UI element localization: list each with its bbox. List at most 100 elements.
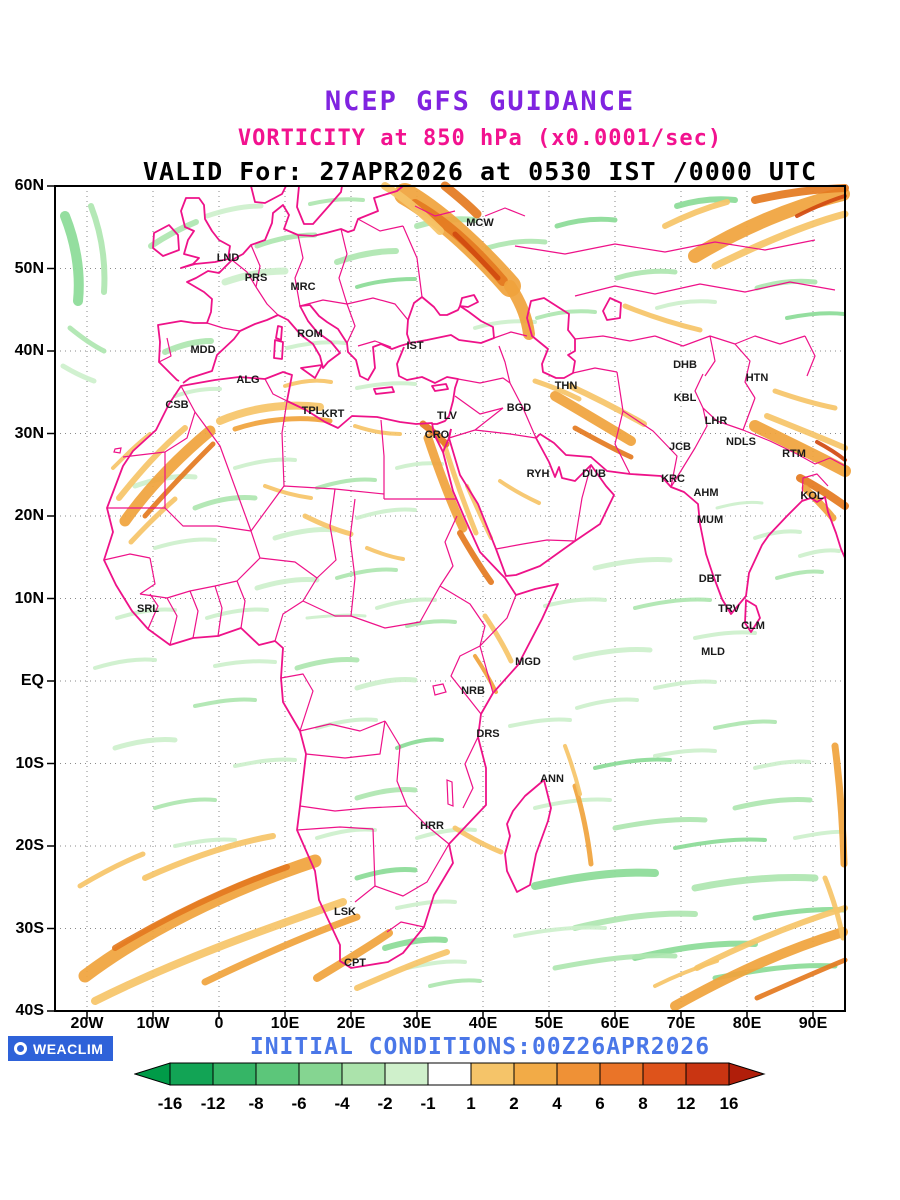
city-label-kbl: KBL — [673, 392, 697, 404]
y-tick-label: 60N — [14, 177, 44, 194]
city-label-thn: THN — [554, 380, 578, 392]
y-tick-label: 10S — [15, 754, 44, 772]
colorbar-segment — [470, 1062, 515, 1086]
x-tick-label: 10W — [136, 1015, 170, 1032]
colorbar: -16 -12 -8 -6 -4 -2 -1 1 2 4 6 8 12 16 — [133, 1062, 766, 1118]
colorbar-arrow — [728, 1062, 766, 1086]
city-label-hrr: HRR — [420, 820, 444, 832]
colorbar-tick-label: 6 — [595, 1094, 605, 1113]
y-tick-label: 30S — [15, 919, 44, 937]
colorbar-segment — [341, 1062, 386, 1086]
city-label-clm: CLM — [741, 620, 765, 632]
colorbar-tick-label: -6 — [291, 1094, 307, 1113]
y-tick-label: 20N — [14, 507, 44, 524]
colorbar-segment — [556, 1062, 601, 1086]
x-tick-label: 20E — [336, 1015, 366, 1032]
city-label-krt: KRT — [321, 408, 345, 420]
city-label-ryh: RYH — [526, 468, 550, 480]
city-label-jcb: JCB — [668, 441, 692, 453]
colorbar-tick-label: 4 — [552, 1094, 562, 1113]
city-label-dub: DUB — [582, 468, 606, 480]
colorbar-segment — [212, 1062, 257, 1086]
colorbar-segment — [384, 1062, 429, 1086]
map-area: MCW LND PRS MRC ROM IST MDD ALG CSB TPL KRT TLV CRO B… — [47, 181, 851, 1019]
colorbar-segment — [642, 1062, 687, 1086]
city-label-mum: MUM — [696, 514, 724, 526]
city-label-mgd: MGD — [515, 656, 541, 668]
city-label-rom: ROM — [297, 328, 323, 340]
city-label-prs: PRS — [244, 272, 268, 284]
y-tick-label: 30N — [14, 424, 44, 442]
colorbar-tick-label: -1 — [420, 1094, 436, 1113]
x-tick-label: 40E — [468, 1015, 498, 1032]
colorbar-tick-label: -4 — [334, 1094, 350, 1113]
y-tick-label: 20S — [15, 837, 44, 854]
colorbar-segment — [298, 1062, 343, 1086]
x-tick-label: 10E — [270, 1015, 300, 1032]
weaclim-label: WEACLIM — [33, 1040, 104, 1057]
city-label-lnd: LND — [216, 252, 240, 264]
city-label-rtm: RTM — [782, 448, 806, 460]
city-label-ist: IST — [406, 340, 424, 352]
city-label-cro: CRO — [424, 429, 450, 441]
city-label-htn: HTN — [745, 372, 769, 384]
city-label-mcw: MCW — [466, 217, 494, 229]
colorbar-tick-label: 2 — [509, 1094, 519, 1113]
model-title: NCEP GFS GUIDANCE — [324, 86, 636, 117]
colorbar-segment — [685, 1062, 730, 1086]
x-tick-label: 0 — [214, 1015, 224, 1032]
city-label-csb: CSB — [165, 399, 189, 411]
y-tick-label: 50N — [14, 259, 44, 277]
city-label-drs: DRS — [476, 728, 500, 740]
field-title: VORTICITY at 850 hPa (x0.0001/sec) — [237, 126, 723, 151]
city-label-nrb: NRB — [461, 685, 485, 697]
city-label-srl: SRL — [137, 603, 159, 615]
colorbar-segment — [513, 1062, 558, 1086]
x-tick-label: 60E — [600, 1015, 630, 1032]
city-label-tlv: TLV — [437, 410, 457, 422]
city-label-ahm: AHM — [693, 487, 719, 499]
y-tick-label: 10N — [14, 589, 44, 607]
x-tick-label: 90E — [798, 1015, 828, 1032]
city-label-mdd: MDD — [190, 344, 216, 356]
city-label-trv: TRV — [718, 603, 740, 615]
colorbar-tick-label: 16 — [719, 1094, 739, 1113]
axis-tick-group — [47, 185, 814, 1019]
y-tick-label: 40S — [15, 1002, 44, 1019]
country-border-group — [103, 205, 846, 933]
colorbar-tick-label: -16 — [157, 1094, 183, 1113]
map-svg — [47, 181, 851, 1019]
x-tick-label: 70E — [666, 1015, 696, 1032]
x-tick-label: 50E — [534, 1015, 564, 1032]
city-label-lhr: LHR — [704, 415, 728, 427]
city-label-mrc: MRC — [290, 281, 316, 293]
city-label-dhb: DHB — [673, 359, 697, 371]
colorbar-tick-label: 1 — [466, 1094, 476, 1113]
city-label-kol: KOL — [800, 490, 824, 502]
weaclim-circle-icon — [14, 1042, 27, 1055]
colorbar-svg — [133, 1062, 766, 1086]
weaclim-logo: WEACLIM — [8, 1036, 114, 1061]
city-label-dbt: DBT — [698, 573, 722, 585]
colorbar-arrow — [133, 1062, 171, 1086]
city-label-krc: KRC — [661, 473, 685, 485]
valid-time-title: VALID For: 27APR2026 at 0530 IST /0000 U… — [142, 157, 818, 186]
y-tick-label: 40N — [14, 342, 44, 359]
colorbar-tick-label: -2 — [377, 1094, 393, 1113]
colorbar-segment — [255, 1062, 300, 1086]
colorbar-segment — [599, 1062, 644, 1086]
y-axis-labels: 60N 50N 40N 30N 20N 10N EQ 10S 20S 30S 40S — [0, 177, 48, 1019]
initial-conditions: INITIAL CONDITIONS:00Z26APR2026 — [249, 1034, 711, 1060]
colorbar-tick-label: 12 — [676, 1094, 696, 1113]
city-label-ndls: NDLS — [726, 436, 756, 448]
city-label-bgd: BGD — [506, 402, 532, 414]
colorbar-tick-label: -8 — [248, 1094, 264, 1113]
x-tick-label: 30E — [402, 1015, 432, 1032]
colorbar-segment — [427, 1062, 472, 1086]
city-label-lsk: LSK — [334, 906, 356, 918]
city-labels-layer: MCW LND PRS MRC ROM IST MDD ALG CSB TPL KRT TLV CRO B… — [55, 186, 845, 1011]
vorticity-shading-group — [60, 181, 851, 1011]
colorbar-tick-label: -12 — [200, 1094, 226, 1113]
city-label-tpl: TPL — [301, 405, 323, 417]
city-label-ann: ANN — [540, 773, 564, 785]
